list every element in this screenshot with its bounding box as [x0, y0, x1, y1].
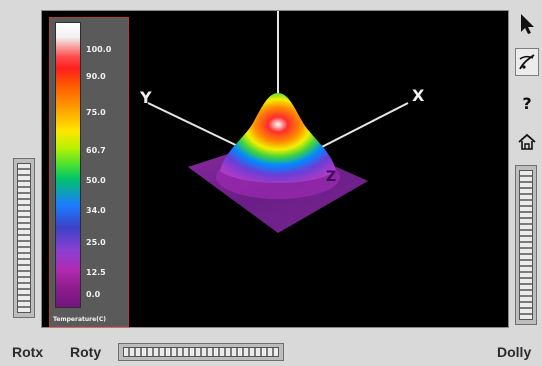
- rotate-view-tool-button[interactable]: [515, 48, 539, 76]
- roty-thumbwheel-grip[interactable]: [123, 347, 279, 357]
- x-axis-label: X: [412, 86, 425, 105]
- object-label: Z: [326, 169, 336, 185]
- legend-label: 75.0: [86, 108, 106, 117]
- help-icon: ?: [522, 94, 532, 113]
- y-axis-label: Y: [139, 88, 152, 107]
- x-axis-line: [313, 102, 409, 152]
- select-tool-button[interactable]: [515, 10, 539, 38]
- roty-thumbwheel[interactable]: [118, 343, 284, 361]
- legend-label: 34.0: [86, 206, 106, 215]
- color-legend: 100.0 90.0 75.0 60.7 50.0 34.0 25.0 12.5…: [49, 17, 129, 327]
- legend-labels: 100.0 90.0 75.0 60.7 50.0 34.0 25.0 12.5…: [86, 18, 126, 328]
- home-icon: [518, 133, 536, 150]
- viewer-3d-viewport[interactable]: Y X Z 100.0 90.0 75.0 60.7 50.0 34.0 25.…: [41, 10, 509, 328]
- legend-label: 12.5: [86, 268, 106, 277]
- y-axis-line: [147, 102, 245, 150]
- home-view-button[interactable]: [515, 128, 539, 156]
- rotate-view-icon: [519, 54, 535, 70]
- legend-label: 90.0: [86, 72, 106, 81]
- arrow-pointer-icon: [521, 14, 534, 34]
- legend-colorbar: [55, 22, 81, 308]
- legend-label: 25.0: [86, 238, 106, 247]
- help-button[interactable]: ?: [515, 90, 539, 118]
- right-toolbar: ?: [515, 10, 539, 160]
- dolly-thumbwheel-grip[interactable]: [519, 170, 533, 320]
- legend-caption: Temperature(C): [53, 316, 107, 323]
- temperature-peak: [220, 93, 336, 183]
- dolly-label: Dolly: [497, 344, 532, 360]
- rotx-thumbwheel-grip[interactable]: [17, 163, 31, 313]
- legend-label: 60.7: [86, 146, 106, 155]
- dolly-thumbwheel[interactable]: [515, 165, 537, 325]
- legend-label: 0.0: [86, 290, 101, 299]
- roty-label: Roty: [70, 344, 102, 360]
- rotx-thumbwheel[interactable]: [13, 158, 35, 318]
- rotx-label: Rotx: [12, 344, 44, 360]
- scene-canvas[interactable]: Y X Z: [42, 11, 508, 327]
- legend-label: 50.0: [86, 176, 106, 185]
- legend-label: 100.0: [86, 45, 112, 54]
